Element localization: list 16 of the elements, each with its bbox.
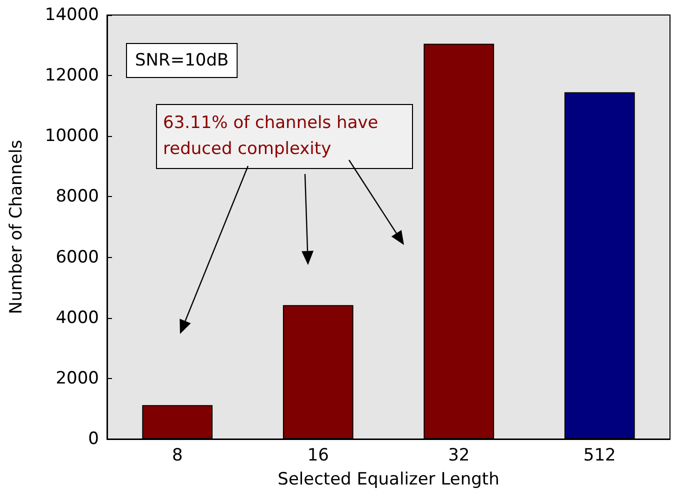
y-tick-label: 0 — [88, 429, 99, 449]
y-tick-label: 6000 — [56, 247, 99, 268]
y-tick-label: 12000 — [44, 66, 99, 86]
x-tick-label: 16 — [307, 446, 329, 466]
y-tick-label: 14000 — [44, 5, 99, 25]
x-tick-label: 512 — [583, 446, 616, 466]
y-tick-label: 10000 — [44, 126, 99, 146]
x-tick-label: 8 — [172, 446, 183, 466]
y-axis-title: Number of Channels — [6, 140, 26, 314]
y-tick-label: 8000 — [56, 186, 99, 207]
annotation: 63.11% of channels have reduced complexity — [163, 113, 384, 159]
y-tick-label: 2000 — [56, 368, 99, 388]
y-tick-label: 4000 — [56, 308, 99, 328]
x-axis-title: Selected Equalizer Length — [278, 470, 500, 490]
annotation: SNR=10dB — [135, 50, 229, 70]
x-tick-label: 32 — [448, 446, 470, 466]
